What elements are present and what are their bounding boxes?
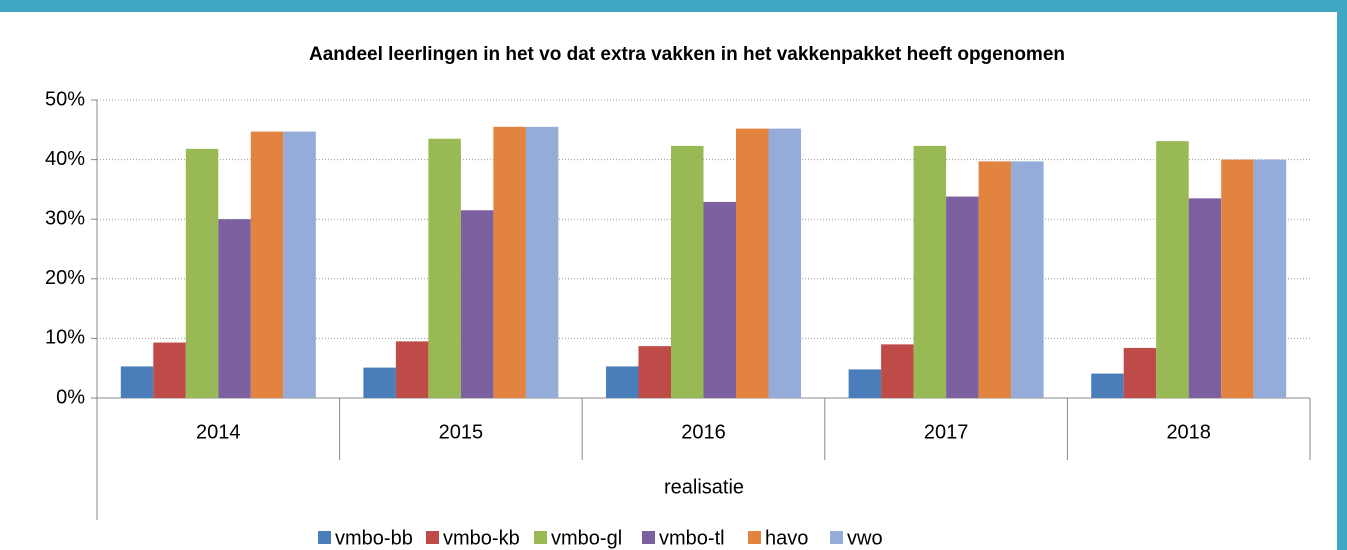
- x-tick-label: 2015: [439, 421, 484, 443]
- legend-swatch: [830, 531, 843, 544]
- legend-label: havo: [765, 527, 808, 549]
- legend-label: vmbo-kb: [443, 527, 520, 549]
- y-tick-label: 20%: [45, 267, 85, 289]
- bar: [250, 131, 284, 398]
- bar: [671, 145, 704, 398]
- legend-swatch: [642, 531, 655, 544]
- x-tick-label: 2018: [1166, 421, 1211, 443]
- bar: [363, 367, 396, 398]
- bar: [1156, 141, 1189, 398]
- y-tick-label: 40%: [45, 148, 85, 170]
- legend-swatch: [426, 531, 439, 544]
- x-tick-label: 2014: [196, 421, 241, 443]
- bar: [493, 126, 526, 398]
- bar: [153, 342, 186, 398]
- bar: [395, 341, 429, 398]
- bar: [1253, 159, 1287, 398]
- legend-swatch: [534, 531, 547, 544]
- y-tick-label: 50%: [45, 88, 85, 110]
- bar: [638, 346, 671, 398]
- legend-label: vmbo-gl: [551, 527, 622, 549]
- frame-right: [1337, 0, 1347, 550]
- bar: [881, 344, 914, 398]
- x-tick-label: 2017: [924, 421, 969, 443]
- bar: [460, 210, 494, 398]
- bar: [185, 148, 219, 398]
- bar: [946, 196, 979, 398]
- legend-label: vmbo-tl: [659, 527, 725, 549]
- bar: [913, 145, 947, 398]
- bar: [120, 366, 154, 398]
- bar: [768, 128, 801, 398]
- legend-label: vwo: [847, 527, 883, 549]
- bar: [1123, 347, 1157, 398]
- frame-top: [0, 0, 1347, 12]
- legend-swatch: [748, 531, 761, 544]
- bar: [1011, 161, 1044, 398]
- bar: [428, 138, 461, 399]
- bar: [218, 219, 251, 398]
- x-tick-label: 2016: [681, 421, 726, 443]
- bar: [978, 161, 1012, 398]
- bar: [1188, 198, 1222, 398]
- bar: [606, 366, 639, 398]
- y-tick-label: 0%: [56, 386, 85, 408]
- bar: [848, 369, 882, 398]
- bar: [283, 131, 316, 398]
- bar: [525, 126, 559, 398]
- bar: [1221, 159, 1254, 398]
- bar: [703, 201, 736, 398]
- legend-swatch: [318, 531, 331, 544]
- chart-title: Aandeel leerlingen in het vo dat extra v…: [309, 44, 1065, 65]
- bar: [736, 128, 769, 398]
- y-tick-label: 10%: [45, 327, 85, 349]
- legend-label: vmbo-bb: [335, 527, 413, 549]
- bar: [1091, 373, 1124, 398]
- y-tick-label: 30%: [45, 207, 85, 229]
- x-group-label: realisatie: [664, 476, 744, 498]
